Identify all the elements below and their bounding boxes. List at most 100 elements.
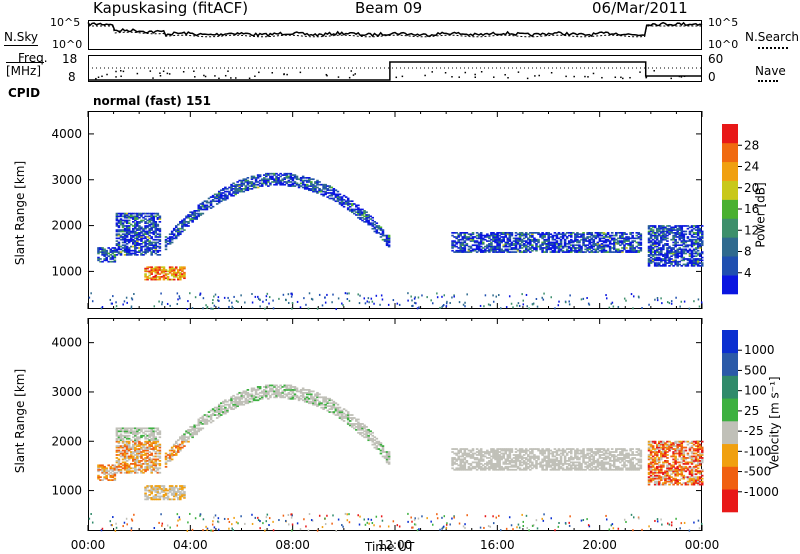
velocity-cell: [123, 467, 127, 470]
power-cell: [631, 236, 634, 238]
power-cell: [647, 265, 651, 267]
nsky-label: N.Sky: [4, 30, 39, 44]
velocity-cell: [312, 390, 315, 393]
power-cell: [463, 244, 467, 247]
power-cell: [154, 221, 158, 223]
velocity-cell: [113, 474, 117, 477]
power-cell: [457, 234, 460, 237]
velocity-cell: [467, 455, 471, 458]
power-cell: [252, 186, 256, 189]
power-cell: [696, 254, 700, 256]
velocity-cell: [121, 445, 125, 447]
power-cell: [129, 234, 133, 237]
velocity-cell: [123, 462, 127, 465]
power-speckle: [130, 305, 133, 308]
velocity-cell: [459, 465, 463, 468]
power-cell: [696, 232, 700, 234]
power-cell: [275, 178, 278, 181]
velocity-cell: [222, 402, 225, 405]
power-cell: [662, 245, 665, 248]
velocity-cell: [463, 464, 467, 467]
power-cell: [138, 247, 141, 249]
velocity-cell: [185, 436, 188, 439]
power-cell: [653, 236, 657, 238]
power-cell: [379, 226, 383, 229]
power-cell: [565, 243, 569, 245]
velocity-cell: [455, 460, 458, 462]
power-cell: [535, 243, 538, 245]
power-cell: [275, 172, 278, 175]
velocity-cell: [191, 427, 194, 430]
velocity-cell: [371, 437, 375, 440]
y-tick-label: 4000: [51, 336, 82, 350]
power-speckle: [525, 293, 528, 296]
power-cell: [156, 212, 160, 215]
velocity-cell: [308, 397, 311, 400]
velocity-cell: [154, 451, 158, 453]
power-cell: [631, 247, 634, 249]
velocity-cell: [156, 428, 160, 431]
power-cell: [662, 238, 665, 241]
velocity-cell: [224, 411, 227, 413]
power-cell: [518, 249, 522, 252]
velocity-cell: [119, 434, 123, 437]
power-cell: [674, 255, 677, 258]
power-cell: [119, 251, 123, 253]
power-cell: [453, 241, 456, 244]
power-speckle: [291, 293, 293, 296]
power-speckle: [557, 304, 560, 307]
velocity-cell: [289, 386, 293, 388]
velocity-cell: [277, 391, 280, 394]
power-cell: [136, 236, 139, 238]
power-cell: [563, 233, 567, 236]
velocity-cell: [522, 449, 526, 452]
power-cell: [357, 207, 360, 209]
power-cell: [387, 236, 391, 238]
power-speckle: [396, 302, 399, 305]
power-cell: [635, 237, 639, 240]
power-cell: [113, 259, 117, 262]
velocity-cell: [508, 457, 512, 459]
power-speckle: [489, 304, 492, 307]
power-cell: [115, 243, 119, 245]
power-cell: [594, 243, 598, 245]
power-speckle: [373, 302, 375, 305]
power-cell: [301, 183, 305, 186]
power-cell: [326, 185, 329, 187]
velocity-cell: [318, 402, 321, 405]
velocity-cell: [127, 449, 131, 452]
velocity-cell: [359, 424, 362, 427]
power-cell: [676, 227, 679, 230]
velocity-cell: [199, 420, 203, 422]
power-cell: [670, 255, 673, 258]
power-cell: [690, 252, 694, 255]
power-cell: [662, 225, 665, 227]
power-cell: [154, 267, 158, 270]
power-cell: [158, 215, 162, 218]
power-speckle: [518, 304, 521, 307]
power-cell: [279, 175, 282, 178]
power-cell: [224, 186, 227, 189]
power-speckle: [367, 297, 370, 300]
power-cell: [494, 247, 497, 249]
velocity-cell: [494, 458, 497, 461]
power-cell: [291, 182, 295, 185]
velocity-cell: [132, 446, 135, 449]
power-cell: [222, 194, 225, 197]
velocity-cell: [498, 460, 501, 462]
velocity-cell: [477, 464, 481, 467]
velocity-cell: [107, 479, 110, 482]
power-cell: [680, 237, 684, 240]
velocity-cell: [125, 468, 129, 471]
power-cell: [496, 233, 499, 236]
velocity-cell: [283, 389, 287, 391]
velocity-cell: [330, 411, 334, 413]
power-cell: [690, 240, 694, 242]
velocity-cell: [289, 389, 293, 391]
velocity-cell: [502, 448, 505, 450]
power-speckle: [282, 293, 285, 296]
velocity-cell: [258, 397, 262, 400]
power-cell: [162, 276, 166, 278]
velocity-cell: [469, 464, 473, 467]
velocity-cell: [125, 448, 129, 450]
